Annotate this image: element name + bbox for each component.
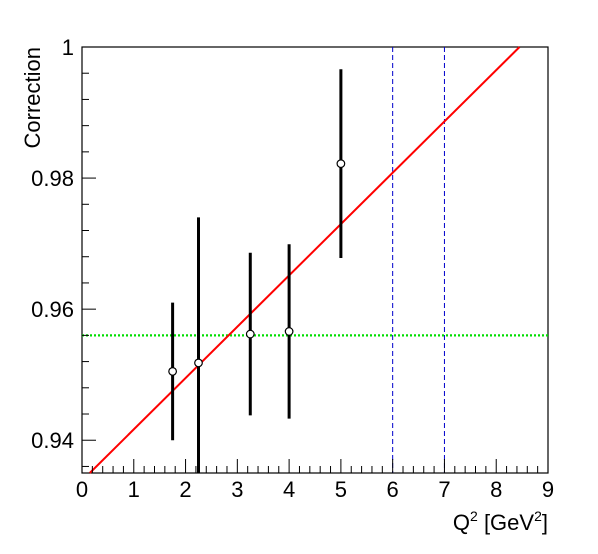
y-tick-label: 0.98 xyxy=(31,166,74,191)
fit-line xyxy=(89,46,521,474)
x-tick-label: 7 xyxy=(438,477,450,502)
axis-ticks xyxy=(81,46,549,473)
x-tick-label: 3 xyxy=(231,477,243,502)
data-point-1 xyxy=(194,358,203,368)
x-axis-title-unit: [GeV xyxy=(478,510,535,535)
plot-frame xyxy=(81,46,549,474)
x-axis-title-end: ] xyxy=(542,510,548,535)
data-point-3 xyxy=(284,327,294,336)
x-tick-label: 0 xyxy=(76,477,88,502)
x-tick-label: 8 xyxy=(490,477,502,502)
y-axis-title: Correction xyxy=(20,47,45,148)
x-tick-label: 6 xyxy=(387,477,399,502)
data-point-0 xyxy=(168,367,178,376)
x-axis-title-unit-sup: 2 xyxy=(534,508,542,524)
x-axis-title-q: Q xyxy=(453,510,470,535)
data-point-2 xyxy=(245,329,255,339)
data-point-4 xyxy=(336,159,346,169)
x-tick-label: 9 xyxy=(542,477,554,502)
x-axis-title-sup: 2 xyxy=(470,508,478,524)
chart-marks xyxy=(82,46,548,474)
x-axis-title: Q2 [GeV2] xyxy=(453,508,548,535)
x-tick-label: 2 xyxy=(179,477,191,502)
y-tick-label: 1 xyxy=(62,35,74,60)
x-tick-label: 4 xyxy=(283,477,295,502)
tick-labels: 0 1 2 3 4 5 6 7 8 9 0.94 0.96 0.98 1 xyxy=(31,35,554,502)
y-tick-label: 0.96 xyxy=(31,297,74,322)
x-tick-label: 1 xyxy=(128,477,140,502)
x-tick-label: 5 xyxy=(335,477,347,502)
y-tick-label: 0.94 xyxy=(31,428,74,453)
